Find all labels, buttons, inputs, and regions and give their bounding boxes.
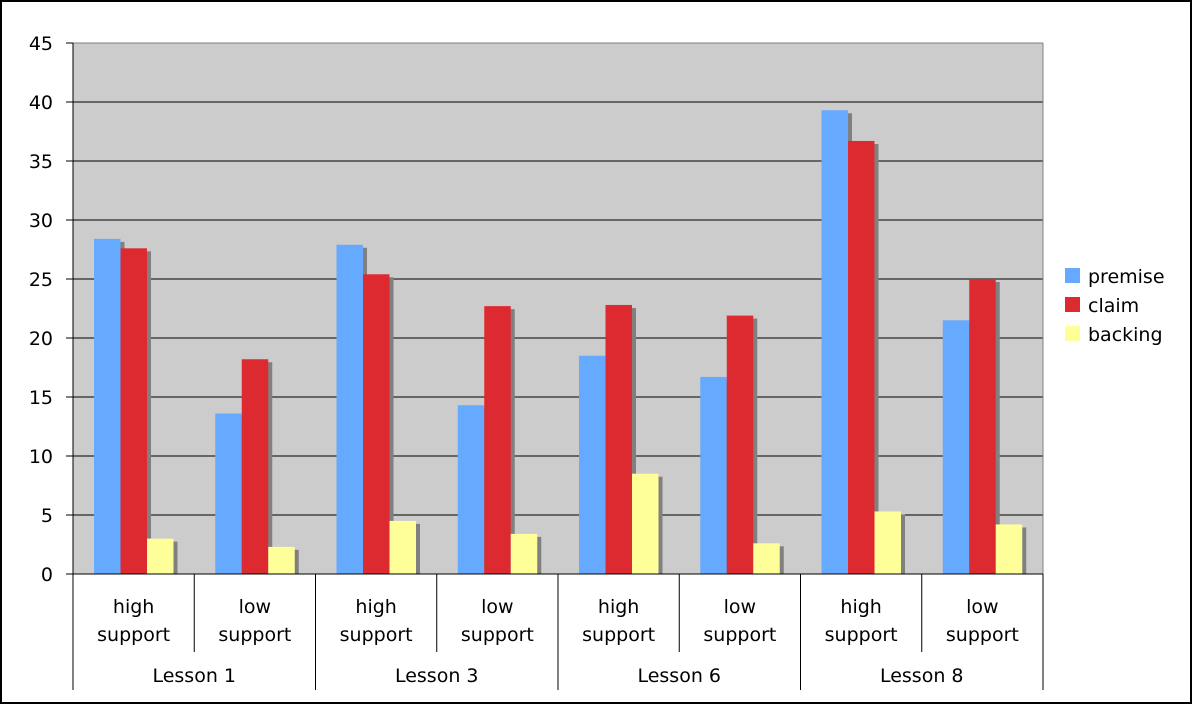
group-label: Lesson 3 (395, 665, 479, 687)
bar-backing (874, 511, 901, 574)
y-tick-label: 30 (29, 210, 53, 232)
bar-premise (700, 376, 727, 574)
category-label: support (97, 624, 170, 646)
y-tick-label: 5 (41, 505, 53, 527)
group-label: Lesson 1 (152, 665, 236, 687)
bar-claim (120, 248, 147, 574)
legend-swatch-premise (1065, 268, 1080, 283)
bar-claim (848, 140, 875, 574)
bar-premise (336, 244, 363, 574)
category-label: high (598, 596, 639, 618)
category-label: high (840, 596, 881, 618)
bar-claim (363, 274, 390, 574)
bar-backing (147, 538, 174, 574)
category-label: low (966, 596, 998, 618)
category-label: support (340, 624, 413, 646)
y-tick-label: 0 (41, 564, 53, 586)
y-tick-label: 40 (29, 92, 53, 114)
legend-swatch-claim (1065, 297, 1080, 312)
bar-claim (726, 315, 754, 574)
bar-premise (457, 405, 485, 574)
y-tick-label: 20 (29, 328, 53, 350)
bar-backing (753, 543, 780, 574)
bar-backing (995, 524, 1023, 574)
bar-backing (268, 546, 295, 574)
y-tick-label: 25 (29, 269, 53, 291)
bar-claim (969, 279, 996, 574)
bar-backing (389, 520, 416, 574)
bar-premise (942, 320, 970, 574)
category-label: low (481, 596, 513, 618)
category-label: low (239, 596, 271, 618)
category-label: support (582, 624, 655, 646)
category-label: support (703, 624, 776, 646)
y-tick-label: 10 (29, 446, 53, 468)
bar-premise (94, 238, 121, 574)
category-label: support (825, 624, 898, 646)
category-label: high (113, 596, 154, 618)
legend-label-premise: premise (1088, 266, 1165, 288)
y-tick-label: 45 (29, 33, 53, 55)
legend-swatch-backing (1065, 326, 1080, 341)
category-label: low (724, 596, 756, 618)
y-tick-label: 15 (29, 387, 53, 409)
legend-label-claim: claim (1088, 295, 1139, 317)
category-label: support (461, 624, 534, 646)
bar-claim (484, 306, 511, 574)
bar-claim (605, 304, 632, 574)
bar-premise (821, 110, 848, 574)
category-label: support (946, 624, 1019, 646)
group-label: Lesson 6 (637, 665, 721, 687)
bar-claim (241, 359, 269, 574)
category-label: high (355, 596, 396, 618)
y-tick-label: 35 (29, 151, 53, 173)
bar-premise (215, 413, 242, 574)
bar-backing (632, 473, 659, 574)
category-label: support (218, 624, 291, 646)
group-label: Lesson 8 (880, 665, 964, 687)
bar-premise (579, 355, 606, 574)
legend-label-backing: backing (1088, 324, 1163, 346)
bar-backing (510, 533, 538, 574)
